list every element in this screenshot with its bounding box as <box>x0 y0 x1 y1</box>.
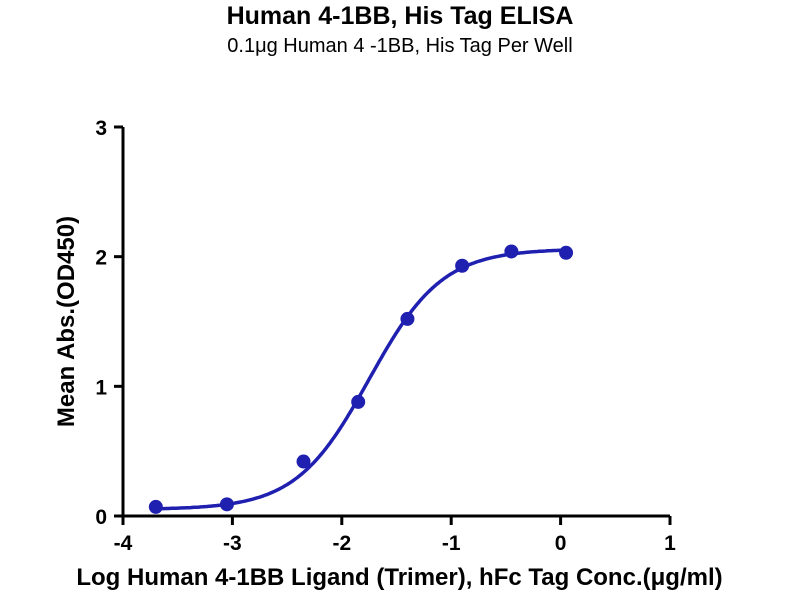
fit-curve <box>154 248 568 511</box>
data-point <box>559 245 574 260</box>
data-point <box>455 258 470 273</box>
x-tick-label: 1 <box>664 532 676 555</box>
data-point <box>219 497 234 512</box>
x-tick-label: 0 <box>555 532 567 555</box>
x-tick-label: -3 <box>223 532 242 555</box>
y-axis-label: Mean Abs.(OD450) <box>53 216 80 427</box>
data-point <box>400 311 415 326</box>
x-axis-label: Log Human 4-1BB Ligand (Trimer), hFc Tag… <box>76 564 722 591</box>
x-tick-label: -2 <box>332 532 351 555</box>
data-point <box>296 454 311 469</box>
x-tick-label: -4 <box>114 532 133 555</box>
y-tick-label: 1 <box>95 376 107 399</box>
y-tick-label: 3 <box>95 117 107 140</box>
chart-subtitle: 0.1μg Human 4 -1BB, His Tag Per Well <box>227 35 573 57</box>
chart-title: Human 4-1BB, His Tag ELISA <box>226 2 574 30</box>
data-point <box>148 499 163 514</box>
data-point <box>504 244 519 259</box>
data-point <box>351 394 366 409</box>
y-tick-label: 0 <box>95 506 107 529</box>
y-tick-label: 2 <box>95 247 107 270</box>
x-tick-label: -1 <box>442 532 461 555</box>
